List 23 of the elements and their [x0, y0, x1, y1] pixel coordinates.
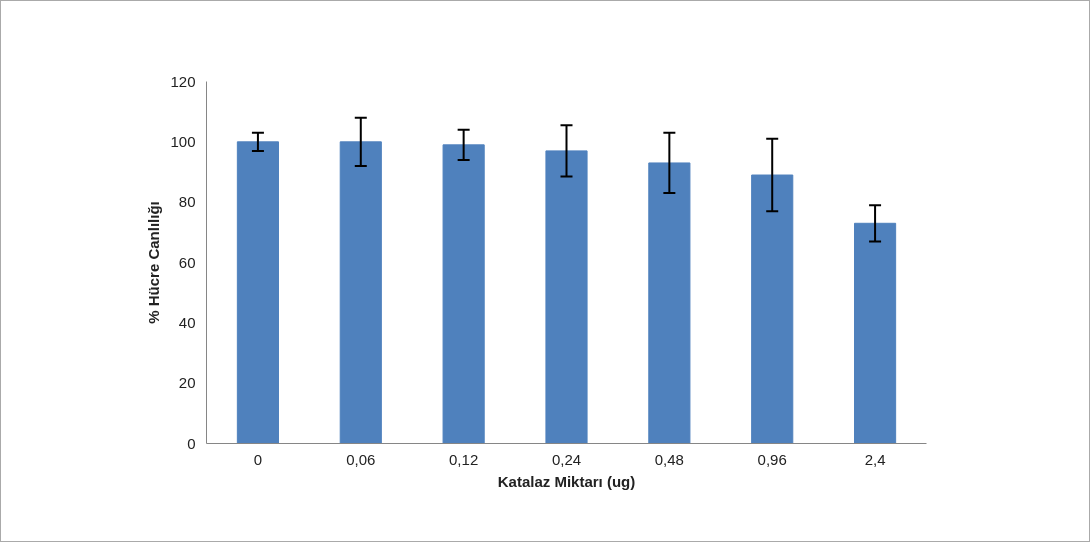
bar	[751, 174, 794, 444]
x-tick-label: 0,24	[551, 450, 582, 468]
y-tick-label: 120	[170, 72, 196, 90]
x-tick-label: 0,06	[346, 450, 376, 468]
x-tick-label: 0,96	[757, 450, 787, 468]
bar	[854, 222, 897, 444]
bar	[442, 144, 485, 444]
bar	[545, 150, 588, 444]
x-tick-label: 0	[253, 450, 263, 468]
x-tick-label: 0,12	[449, 450, 479, 468]
y-tick-label: 60	[178, 253, 196, 271]
y-tick-label: 80	[178, 193, 196, 211]
y-axis-title: % Hücre Canlılığı	[145, 201, 163, 324]
y-tick-label: 20	[178, 374, 196, 392]
x-tick-label: 2,4	[864, 450, 886, 468]
y-tick-label: 40	[178, 313, 196, 331]
bar	[648, 162, 691, 444]
y-tick-label: 0	[187, 434, 196, 452]
bar	[339, 141, 382, 444]
y-tick-label: 100	[170, 132, 196, 150]
x-axis-title: Katalaz Miktarı (ug)	[497, 472, 636, 490]
bar	[236, 141, 279, 444]
x-tick-label: 0,48	[654, 450, 684, 468]
